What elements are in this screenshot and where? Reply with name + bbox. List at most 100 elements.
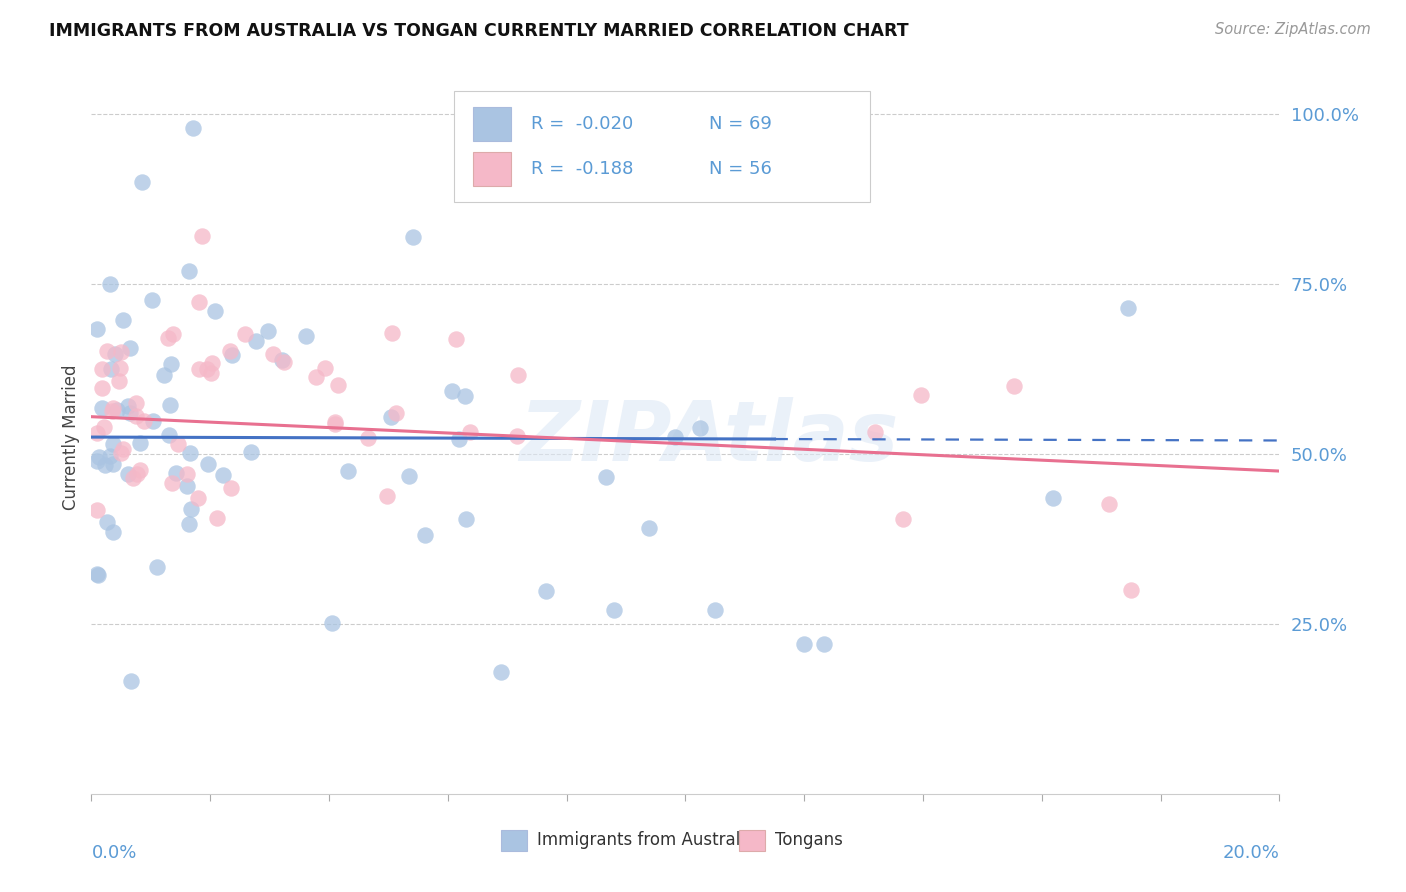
Point: [101, 525, 124, 540]
FancyBboxPatch shape: [454, 91, 869, 202]
Point: [384, 406, 406, 420]
Point: [337, 464, 360, 478]
FancyBboxPatch shape: [472, 152, 510, 186]
Point: [125, 409, 148, 423]
Point: [212, 467, 235, 482]
Point: [863, 425, 886, 439]
Point: [131, 175, 153, 189]
Text: R =  -0.020: R = -0.020: [531, 115, 633, 133]
Point: [454, 388, 477, 402]
Point: [305, 369, 328, 384]
Point: [177, 263, 200, 277]
Point: [187, 362, 209, 376]
Point: [375, 489, 398, 503]
Point: [454, 512, 477, 526]
Point: [506, 428, 529, 442]
Point: [132, 414, 155, 428]
Point: [326, 378, 349, 392]
Point: [112, 313, 135, 327]
Point: [233, 326, 256, 341]
Point: [120, 341, 142, 355]
Point: [321, 615, 343, 630]
Point: [86, 426, 108, 441]
Point: [86, 322, 108, 336]
Point: [381, 326, 404, 340]
Point: [120, 407, 142, 421]
FancyBboxPatch shape: [502, 830, 527, 851]
Point: [638, 521, 661, 535]
Point: [187, 491, 209, 506]
Point: [602, 603, 624, 617]
Point: [402, 229, 425, 244]
Text: R =  -0.188: R = -0.188: [531, 160, 633, 178]
Point: [110, 345, 132, 359]
Point: [323, 415, 346, 429]
Point: [813, 637, 835, 651]
Point: [245, 334, 267, 349]
Point: [323, 417, 346, 432]
Point: [257, 324, 280, 338]
Point: [204, 304, 226, 318]
Point: [200, 366, 222, 380]
Point: [187, 294, 209, 309]
Point: [195, 362, 218, 376]
Point: [491, 665, 513, 679]
Text: N = 56: N = 56: [709, 160, 772, 178]
Point: [413, 528, 436, 542]
Point: [704, 603, 727, 617]
Point: [103, 401, 125, 415]
Point: [86, 503, 108, 517]
Point: [444, 333, 467, 347]
Point: [239, 445, 262, 459]
Point: [103, 457, 125, 471]
Point: [87, 568, 110, 582]
Point: [1002, 379, 1025, 393]
Text: Immigrants from Australia: Immigrants from Australia: [537, 831, 755, 849]
Point: [157, 331, 180, 345]
Point: [87, 450, 110, 464]
Point: [534, 583, 557, 598]
Point: [910, 388, 932, 402]
Point: [160, 476, 183, 491]
Point: [1116, 301, 1139, 316]
Point: [110, 361, 132, 376]
Point: [96, 344, 118, 359]
Point: [141, 293, 163, 307]
Point: [398, 469, 420, 483]
Point: [90, 381, 112, 395]
Point: [380, 410, 402, 425]
Point: [98, 449, 121, 463]
Point: [357, 431, 380, 445]
Text: Tongans: Tongans: [775, 831, 842, 849]
Point: [1042, 491, 1064, 505]
Point: [449, 432, 471, 446]
Point: [440, 384, 463, 398]
Point: [1098, 497, 1121, 511]
Point: [127, 467, 149, 481]
Point: [218, 344, 240, 359]
Point: [129, 463, 152, 477]
Point: [176, 479, 198, 493]
Point: [262, 347, 284, 361]
Text: 20.0%: 20.0%: [1223, 844, 1279, 862]
Point: [124, 396, 146, 410]
Point: [98, 277, 121, 292]
Point: [94, 458, 117, 473]
Point: [120, 673, 142, 688]
Point: [180, 502, 202, 516]
Point: [121, 470, 143, 484]
Text: Source: ZipAtlas.com: Source: ZipAtlas.com: [1215, 22, 1371, 37]
Point: [90, 362, 112, 376]
Point: [105, 402, 128, 417]
Point: [595, 469, 617, 483]
Point: [458, 425, 481, 440]
Point: [86, 567, 108, 582]
Point: [197, 457, 219, 471]
Point: [177, 516, 200, 531]
Point: [112, 442, 135, 456]
Point: [96, 515, 118, 529]
Point: [506, 368, 529, 382]
Point: [153, 368, 176, 383]
Point: [108, 375, 131, 389]
Point: [181, 120, 204, 135]
